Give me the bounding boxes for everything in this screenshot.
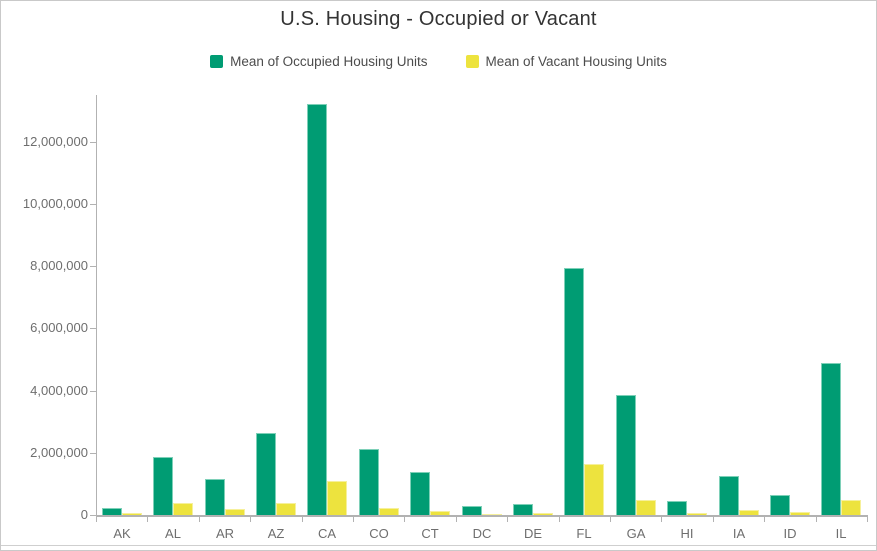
bar-occupied-ct[interactable]	[410, 472, 430, 515]
x-axis-tick	[353, 517, 354, 522]
x-axis-tick	[302, 517, 303, 522]
x-axis-label-de: DE	[523, 526, 543, 541]
y-axis-tick	[90, 328, 96, 329]
bar-occupied-ca[interactable]	[307, 104, 327, 515]
x-axis-label-id: ID	[783, 526, 797, 541]
x-axis-label-dc: DC	[472, 526, 492, 541]
y-axis-tick	[90, 204, 96, 205]
bar-vacant-az[interactable]	[276, 503, 296, 515]
y-axis-label: 4,000,000	[30, 383, 88, 398]
bar-vacant-hi[interactable]	[687, 513, 707, 515]
x-axis-label-az: AZ	[267, 526, 285, 541]
bar-occupied-id[interactable]	[770, 495, 790, 515]
bar-occupied-ga[interactable]	[616, 395, 636, 515]
legend-swatch-vacant-icon	[465, 55, 479, 68]
x-axis-tick	[661, 517, 662, 522]
x-axis-tick	[404, 517, 405, 522]
bar-occupied-ia[interactable]	[719, 476, 739, 515]
bar-vacant-ca[interactable]	[327, 481, 347, 515]
y-axis-label: 2,000,000	[30, 445, 88, 460]
x-axis-label-ar: AR	[215, 526, 235, 541]
x-axis-tick	[456, 517, 457, 522]
x-axis-tick	[199, 517, 200, 522]
bar-occupied-de[interactable]	[513, 504, 533, 515]
x-axis-tick	[147, 517, 148, 522]
legend-label-occupied: Mean of Occupied Housing Units	[230, 54, 428, 69]
x-axis-tick	[816, 517, 817, 522]
bar-vacant-ga[interactable]	[636, 500, 656, 515]
bar-vacant-fl[interactable]	[584, 464, 604, 515]
bar-occupied-al[interactable]	[153, 457, 173, 515]
bar-occupied-dc[interactable]	[462, 506, 482, 515]
y-axis-label: 8,000,000	[30, 258, 88, 273]
x-axis-tick	[507, 517, 508, 522]
y-axis-label: 10,000,000	[22, 196, 88, 211]
y-axis-label: 12,000,000	[22, 134, 88, 149]
bottom-divider	[1, 545, 876, 546]
bar-occupied-ak[interactable]	[102, 508, 122, 515]
x-axis-label-ct: CT	[421, 526, 439, 541]
x-axis-label-ak: AK	[113, 526, 131, 541]
x-axis-line	[96, 515, 868, 517]
y-axis-tick	[90, 453, 96, 454]
bar-occupied-co[interactable]	[359, 449, 379, 515]
x-axis-label-fl: FL	[576, 526, 592, 541]
x-axis-tick	[610, 517, 611, 522]
bar-vacant-co[interactable]	[379, 508, 399, 515]
legend-swatch-occupied-icon	[210, 55, 224, 68]
bar-occupied-il[interactable]	[821, 363, 841, 515]
x-axis-label-ia: IA	[732, 526, 746, 541]
x-axis-label-ca: CA	[317, 526, 337, 541]
x-axis-tick	[559, 517, 560, 522]
x-axis-tick	[713, 517, 714, 522]
bar-vacant-il[interactable]	[841, 500, 861, 515]
y-axis-label: 0	[80, 507, 88, 522]
legend-item-vacant[interactable]: Mean of Vacant Housing Units	[465, 54, 667, 69]
y-axis-line	[96, 95, 97, 517]
x-axis-tick	[250, 517, 251, 522]
bar-vacant-dc[interactable]	[482, 514, 502, 515]
x-axis-label-al: AL	[165, 526, 181, 541]
y-axis-tick	[90, 391, 96, 392]
x-axis-label-co: CO	[369, 526, 389, 541]
bar-vacant-id[interactable]	[790, 512, 810, 515]
y-axis-tick	[90, 142, 96, 143]
bar-vacant-de[interactable]	[533, 513, 553, 515]
x-axis-tick	[764, 517, 765, 522]
x-axis-tick	[867, 517, 868, 522]
bar-vacant-al[interactable]	[173, 503, 193, 515]
x-axis-label-ga: GA	[626, 526, 646, 541]
legend-label-vacant: Mean of Vacant Housing Units	[485, 54, 667, 69]
bar-occupied-ar[interactable]	[205, 479, 225, 515]
bar-vacant-ak[interactable]	[122, 513, 142, 515]
bar-vacant-ar[interactable]	[225, 509, 245, 515]
x-axis-label-hi: HI	[680, 526, 694, 541]
y-axis-tick	[90, 515, 96, 516]
y-axis-tick	[90, 266, 96, 267]
chart-title: U.S. Housing - Occupied or Vacant	[280, 8, 597, 30]
x-axis-label-il: IL	[835, 526, 847, 541]
bar-occupied-az[interactable]	[256, 433, 276, 515]
bar-vacant-ia[interactable]	[739, 510, 759, 515]
chart-legend: Mean of Occupied Housing Units Mean of V…	[1, 54, 876, 69]
bar-vacant-ct[interactable]	[430, 511, 450, 515]
bar-occupied-fl[interactable]	[564, 268, 584, 515]
bar-occupied-hi[interactable]	[667, 501, 687, 515]
legend-item-occupied[interactable]: Mean of Occupied Housing Units	[210, 54, 428, 69]
x-axis-tick	[96, 517, 97, 522]
y-axis-label: 6,000,000	[30, 320, 88, 335]
